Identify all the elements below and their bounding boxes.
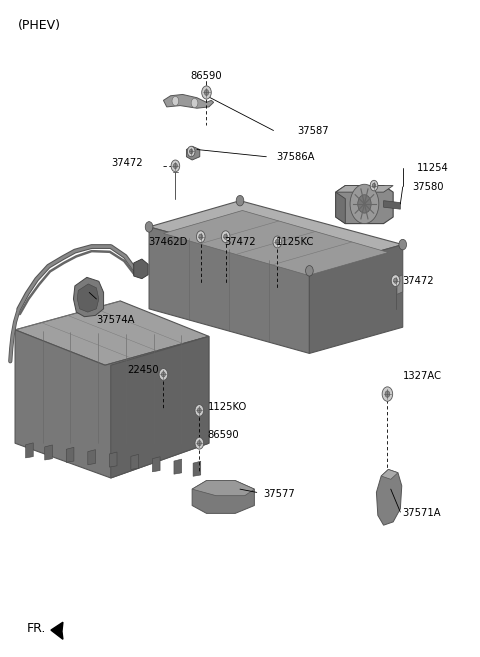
Text: (PHEV): (PHEV) — [17, 19, 60, 32]
Text: 37586A: 37586A — [276, 152, 314, 162]
Circle shape — [202, 86, 211, 99]
Polygon shape — [77, 284, 99, 312]
Polygon shape — [193, 461, 201, 476]
Circle shape — [173, 163, 177, 169]
Polygon shape — [45, 445, 52, 460]
Polygon shape — [192, 481, 254, 513]
Polygon shape — [384, 200, 400, 209]
Circle shape — [171, 160, 180, 172]
Polygon shape — [15, 330, 209, 478]
Polygon shape — [149, 227, 310, 353]
Text: 86590: 86590 — [191, 72, 222, 81]
Text: 37472: 37472 — [112, 158, 144, 168]
Text: 22450: 22450 — [127, 365, 158, 375]
Text: 1125KO: 1125KO — [207, 402, 247, 412]
Circle shape — [382, 387, 393, 401]
Polygon shape — [131, 455, 139, 470]
Circle shape — [159, 369, 168, 380]
Polygon shape — [376, 470, 402, 525]
Polygon shape — [15, 301, 209, 365]
Circle shape — [394, 278, 397, 283]
Circle shape — [391, 275, 400, 286]
Text: 86590: 86590 — [207, 430, 239, 440]
Circle shape — [221, 231, 230, 242]
Text: 37577: 37577 — [263, 489, 295, 499]
Circle shape — [191, 99, 198, 108]
Polygon shape — [153, 457, 160, 472]
Polygon shape — [163, 95, 214, 108]
Polygon shape — [109, 452, 117, 467]
Circle shape — [224, 234, 228, 239]
Text: 37574A: 37574A — [96, 315, 135, 325]
Polygon shape — [163, 210, 388, 275]
Circle shape — [236, 195, 244, 206]
Circle shape — [273, 236, 282, 248]
Circle shape — [385, 391, 390, 397]
Polygon shape — [186, 147, 200, 160]
Circle shape — [306, 265, 313, 276]
Text: 1327AC: 1327AC — [403, 371, 442, 380]
Circle shape — [350, 184, 379, 223]
Polygon shape — [310, 244, 403, 353]
Circle shape — [204, 89, 209, 95]
Polygon shape — [73, 277, 104, 317]
Polygon shape — [174, 459, 181, 474]
Circle shape — [195, 405, 204, 417]
Polygon shape — [25, 443, 33, 458]
Circle shape — [196, 231, 205, 242]
Polygon shape — [381, 470, 398, 480]
Circle shape — [370, 180, 378, 191]
Circle shape — [187, 147, 195, 157]
Circle shape — [190, 149, 193, 154]
Circle shape — [197, 441, 201, 446]
Text: 37472: 37472 — [224, 237, 256, 247]
Polygon shape — [336, 185, 393, 192]
Polygon shape — [51, 622, 63, 639]
Polygon shape — [149, 200, 403, 271]
Text: 37462D: 37462D — [148, 237, 187, 247]
Text: 37472: 37472 — [403, 277, 434, 286]
Polygon shape — [66, 447, 74, 463]
Circle shape — [145, 221, 153, 232]
Polygon shape — [134, 259, 148, 279]
Text: 1125KC: 1125KC — [276, 237, 314, 247]
Polygon shape — [336, 185, 393, 223]
Text: 11254: 11254 — [417, 163, 449, 173]
Polygon shape — [111, 336, 209, 478]
Circle shape — [399, 239, 407, 250]
Circle shape — [372, 183, 376, 188]
Circle shape — [358, 194, 371, 213]
Polygon shape — [192, 481, 254, 495]
Polygon shape — [397, 275, 403, 294]
Circle shape — [161, 372, 166, 377]
Circle shape — [199, 234, 203, 239]
Circle shape — [195, 438, 204, 449]
Text: FR.: FR. — [27, 622, 47, 635]
Text: 37571A: 37571A — [403, 509, 441, 518]
Text: 37587: 37587 — [298, 126, 329, 136]
Circle shape — [172, 97, 179, 106]
Text: 37580: 37580 — [412, 182, 444, 192]
Polygon shape — [88, 449, 96, 464]
Circle shape — [276, 239, 279, 244]
Circle shape — [197, 408, 201, 413]
Polygon shape — [336, 192, 345, 223]
